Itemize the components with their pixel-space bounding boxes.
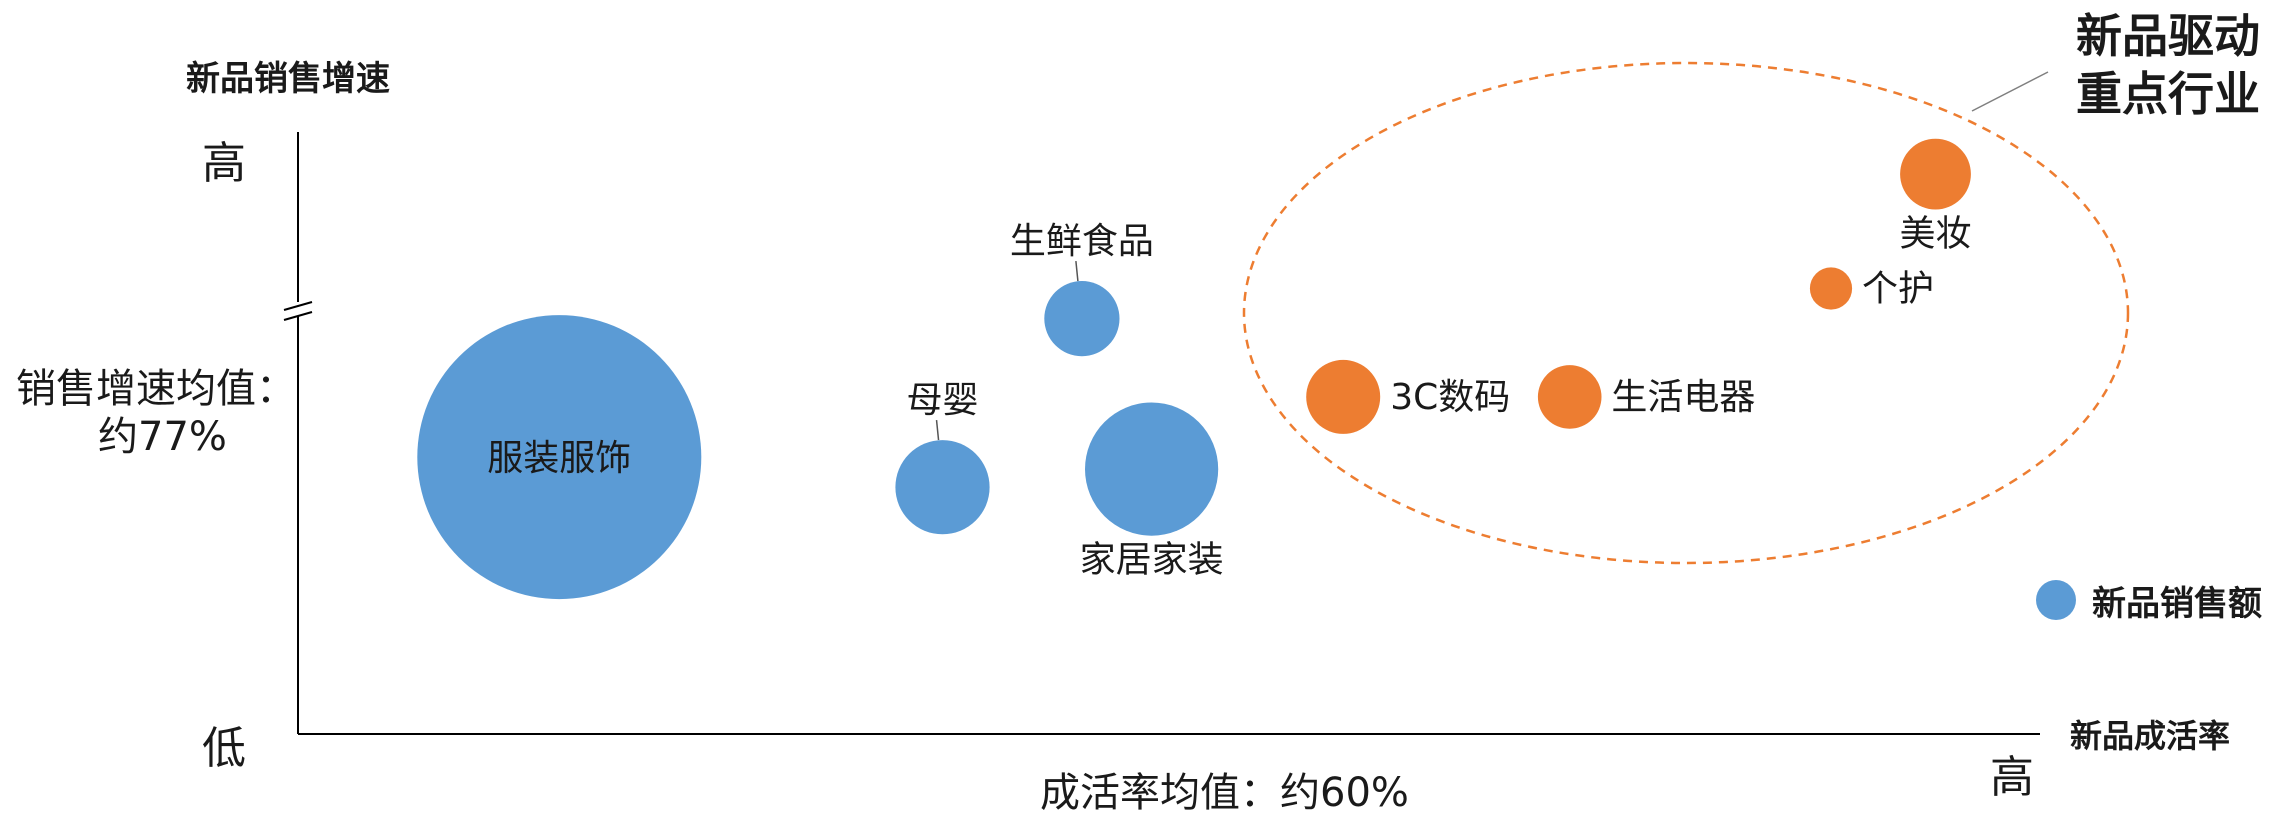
highlight-callout-line	[1971, 71, 2049, 112]
axis-break-mark	[283, 301, 313, 321]
x-mean-label: 成活率均值：约60%	[1040, 770, 1409, 816]
bubble-label-6: 个护	[1862, 269, 1934, 310]
bubble-label-0: 服装服饰	[487, 438, 631, 479]
bubble-0	[417, 315, 702, 600]
bubble-leader-1	[935, 420, 940, 441]
bubble-label-4: 3C数码	[1390, 377, 1510, 418]
bubble-label-3: 家居家装	[1080, 540, 1224, 581]
legend-marker	[2036, 580, 2076, 620]
bubble-label-1: 母婴	[906, 380, 978, 421]
bubble-label-7: 美妆	[1899, 214, 1971, 255]
bubble-5	[1537, 365, 1602, 429]
x-axis-high-label: 高	[1990, 752, 2034, 803]
bubble-label-2: 生鲜食品	[1010, 221, 1154, 262]
highlight-label-line1: 新品驱动	[2076, 9, 2260, 63]
bubble-6	[1809, 267, 1853, 310]
bubble-4	[1306, 359, 1381, 434]
y-mean-label-line2: 约77%	[98, 414, 227, 460]
legend-label: 新品销售额	[2092, 584, 2262, 624]
highlight-label-line2: 重点行业	[2076, 67, 2260, 121]
bubble-2	[1044, 281, 1120, 357]
bubble-1	[895, 440, 990, 535]
y-axis-high-label: 高	[202, 138, 246, 189]
x-axis-title: 新品成活率	[2070, 717, 2230, 755]
bubble-leader-2	[1075, 260, 1079, 282]
bubble-7	[1900, 138, 1971, 210]
y-axis-title: 新品销售增速	[186, 59, 390, 99]
bubble-label-5: 生活电器	[1611, 377, 1755, 418]
highlight-ellipse	[1242, 61, 2130, 565]
y-axis-low-label: 低	[202, 723, 246, 774]
y-mean-label-line1: 销售增速均值：	[16, 366, 296, 412]
bubble-3	[1085, 402, 1219, 536]
